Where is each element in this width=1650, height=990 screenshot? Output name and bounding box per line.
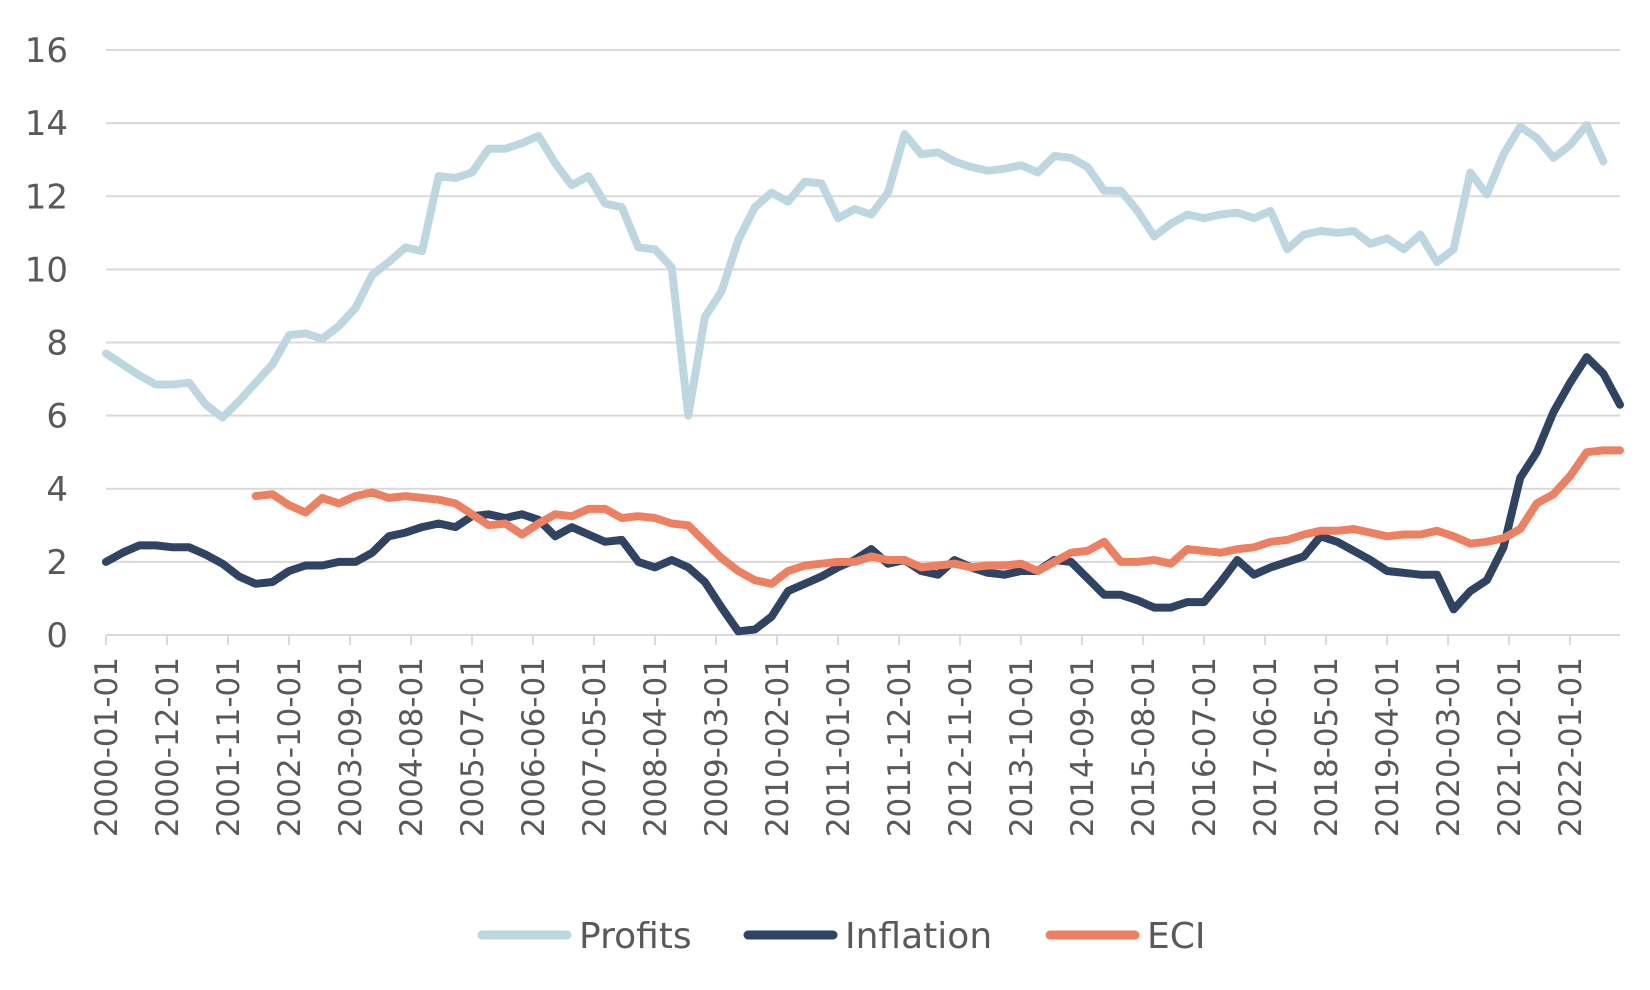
x-tick-label: 2011-01-01: [821, 657, 857, 837]
x-tick-label: 2003-09-01: [333, 657, 369, 837]
y-tick-label: 2: [46, 543, 68, 583]
y-tick-label: 14: [25, 104, 68, 144]
x-tick-label: 2000-12-01: [150, 657, 186, 837]
series-lines: [102, 121, 1624, 636]
y-tick-label: 12: [25, 177, 68, 217]
x-tick-label: 2012-11-01: [943, 657, 979, 837]
y-tick-label: 16: [25, 31, 68, 71]
x-tick-label: 2011-12-01: [882, 657, 918, 837]
y-tick-label: 10: [25, 250, 68, 290]
legend-label-profits: Profits: [579, 916, 692, 957]
x-tick-label: 2006-06-01: [516, 657, 552, 837]
x-tick-label: 2017-06-01: [1248, 657, 1284, 837]
x-tick-label: 2002-10-01: [272, 657, 308, 837]
x-tick-label: 2016-07-01: [1187, 657, 1223, 837]
x-tick-label: 2001-11-01: [211, 657, 247, 837]
y-tick-label: 6: [46, 397, 68, 437]
legend: Profits Inflation ECI: [477, 916, 1206, 957]
x-axis-tick-labels: 2000-01-01 2000-12-01 2001-11-01 2002-10-01…: [89, 657, 1589, 837]
x-tick-label: 2021-02-01: [1492, 657, 1528, 837]
x-tick-label: 2013-10-01: [1004, 657, 1040, 837]
y-tick-label: 8: [46, 324, 68, 364]
x-tick-label: 2014-09-01: [1065, 657, 1101, 837]
x-tick-label: 2022-01-01: [1553, 657, 1589, 837]
series-line-eci: [251, 446, 1624, 588]
y-axis-tick-labels: 0 2 4 6 8 10 12 14 16: [25, 31, 68, 656]
y-tick-label: 4: [46, 470, 68, 510]
x-tick-label: 2015-08-01: [1126, 657, 1162, 837]
x-tick-label: 2010-02-01: [760, 657, 796, 837]
y-tick-label: 0: [46, 616, 68, 656]
x-tick-label: 2018-05-01: [1309, 657, 1345, 837]
x-tick-label: 2019-04-01: [1370, 657, 1406, 837]
x-tick-label: 2009-03-01: [699, 657, 735, 837]
grid-lines: [106, 49, 1620, 563]
x-tick-label: 2008-04-01: [638, 657, 674, 837]
legend-label-eci: ECI: [1147, 916, 1206, 957]
x-tick-label: 2005-07-01: [455, 657, 491, 837]
x-axis: [105, 634, 1620, 645]
series-line-profits: [102, 121, 1608, 422]
x-tick-label: 2020-03-01: [1431, 657, 1467, 837]
series-line-inflation: [102, 353, 1624, 636]
x-tick-label: 2000-01-01: [89, 657, 125, 837]
legend-label-inflation: Inflation: [845, 916, 992, 957]
x-tick-label: 2004-08-01: [394, 657, 430, 837]
x-tick-label: 2007-05-01: [577, 657, 613, 837]
